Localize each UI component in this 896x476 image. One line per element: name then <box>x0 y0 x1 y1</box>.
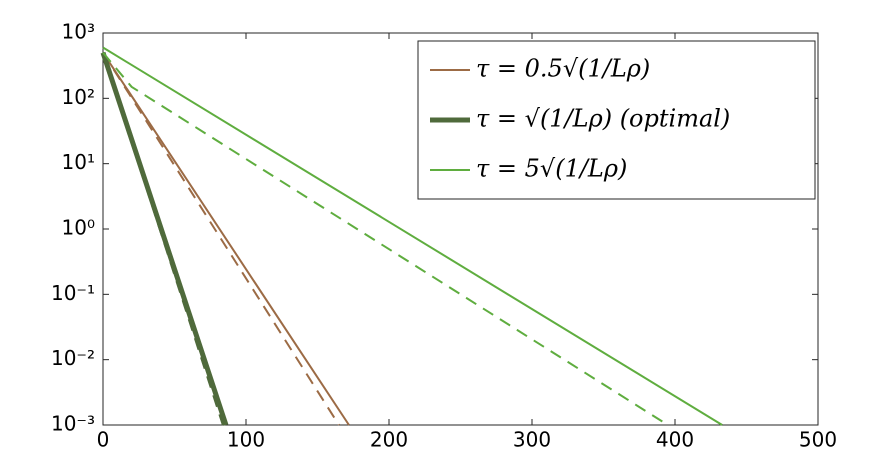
y-tick-label: 10⁻¹ <box>51 281 95 305</box>
y-tick-label: 10¹ <box>62 150 95 174</box>
line <box>101 52 225 426</box>
legend-box <box>417 40 816 200</box>
y-tick-label: 10⁻² <box>51 346 95 370</box>
legend-label: τ = 5√(1/Lρ) <box>476 155 627 183</box>
x-tick-label: 100 <box>227 428 265 452</box>
x-tick-label: 300 <box>513 428 551 452</box>
x-tick-label: 400 <box>656 428 694 452</box>
y-tick-label: 10⁰ <box>62 216 95 240</box>
x-tick-label: 200 <box>370 428 408 452</box>
line <box>102 52 340 426</box>
line <box>102 46 723 426</box>
y-tick-label: 10⁻³ <box>51 412 95 436</box>
x-tick-label: 0 <box>97 428 110 452</box>
x-tick-label: 500 <box>799 428 837 452</box>
y-tick-label: 10² <box>62 85 95 109</box>
line <box>102 52 669 426</box>
legend-label: τ = 0.5√(1/Lρ) <box>476 55 650 83</box>
line <box>102 52 350 426</box>
y-tick-label: 10³ <box>62 20 95 44</box>
legend-label: τ = √(1/Lρ) (optimal) <box>476 105 730 133</box>
